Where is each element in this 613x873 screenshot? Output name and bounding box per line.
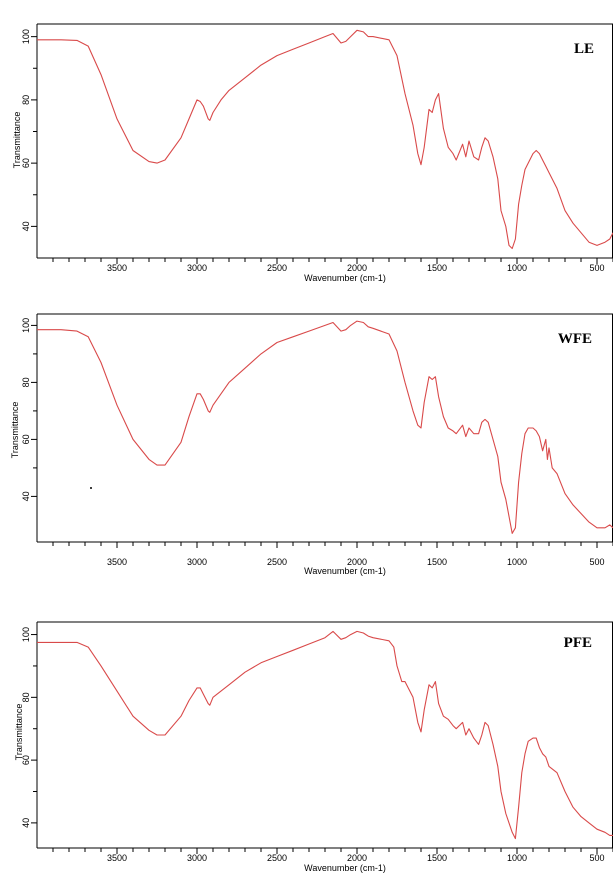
y-axis-title: Transmittance	[12, 112, 22, 169]
x-tick-label: 500	[589, 853, 604, 863]
x-tick-label: 3000	[187, 853, 207, 863]
spectrum-line	[37, 29, 613, 250]
y-tick-label: 40	[21, 818, 31, 828]
x-tick-label: 3500	[107, 557, 127, 567]
y-tick-label: 40	[21, 221, 31, 231]
x-axis-title: Wavenumber (cm-1)	[304, 566, 386, 576]
panel-label: WFE	[558, 331, 592, 347]
x-tick-label: 2000	[347, 853, 367, 863]
x-tick-label: 1000	[507, 557, 527, 567]
x-tick-label: 2500	[267, 263, 287, 273]
y-tick-label: 100	[21, 318, 31, 333]
y-tick-label: 100	[21, 29, 31, 44]
stray-dot	[90, 487, 92, 489]
y-axis-title: Transmittance	[10, 402, 20, 459]
y-tick-label: 60	[21, 434, 31, 444]
spectrum-line	[37, 630, 613, 840]
x-tick-label: 1500	[427, 557, 447, 567]
x-tick-label: 500	[589, 263, 604, 273]
y-tick-label: 80	[21, 95, 31, 105]
x-tick-label: 1000	[507, 263, 527, 273]
x-tick-label: 3000	[187, 557, 207, 567]
spectrum-line	[37, 320, 613, 534]
panel-label: LE	[574, 41, 594, 57]
y-tick-label: 40	[21, 491, 31, 501]
x-tick-label: 500	[589, 557, 604, 567]
x-axis-title: Wavenumber (cm-1)	[304, 863, 386, 873]
x-tick-label: 3500	[107, 853, 127, 863]
y-tick-label: 80	[21, 692, 31, 702]
chart-panel-pfe: 3500 3000 2500 2000 1500 1000 500 100 80 60 40 Tran…	[14, 621, 613, 873]
y-tick-label: 60	[21, 755, 31, 765]
x-tick-label: 2500	[267, 853, 287, 863]
x-tick-label: 1000	[507, 853, 527, 863]
x-tick-label: 2000	[347, 557, 367, 567]
y-tick-label: 100	[21, 627, 31, 642]
chart-panel-wfe: 3500 3000 2500 2000 1500 1000 500 100 80 60 40 Tran…	[10, 313, 613, 576]
x-tick-label: 1500	[427, 853, 447, 863]
x-tick-label: 3000	[187, 263, 207, 273]
x-tick-label: 2500	[267, 557, 287, 567]
x-axis-title: Wavenumber (cm-1)	[304, 273, 386, 283]
x-tick-label: 2000	[347, 263, 367, 273]
y-tick-label: 80	[21, 377, 31, 387]
y-tick-label: 60	[21, 158, 31, 168]
x-tick-label: 3500	[107, 263, 127, 273]
chart-panel-le: 3500 3000 2500 2000 1500 1000 500 100 80 60 40 Tran…	[12, 23, 613, 283]
panel-label: PFE	[564, 635, 592, 651]
x-tick-label: 1500	[427, 263, 447, 273]
y-axis-title: Transmittance	[14, 704, 24, 761]
